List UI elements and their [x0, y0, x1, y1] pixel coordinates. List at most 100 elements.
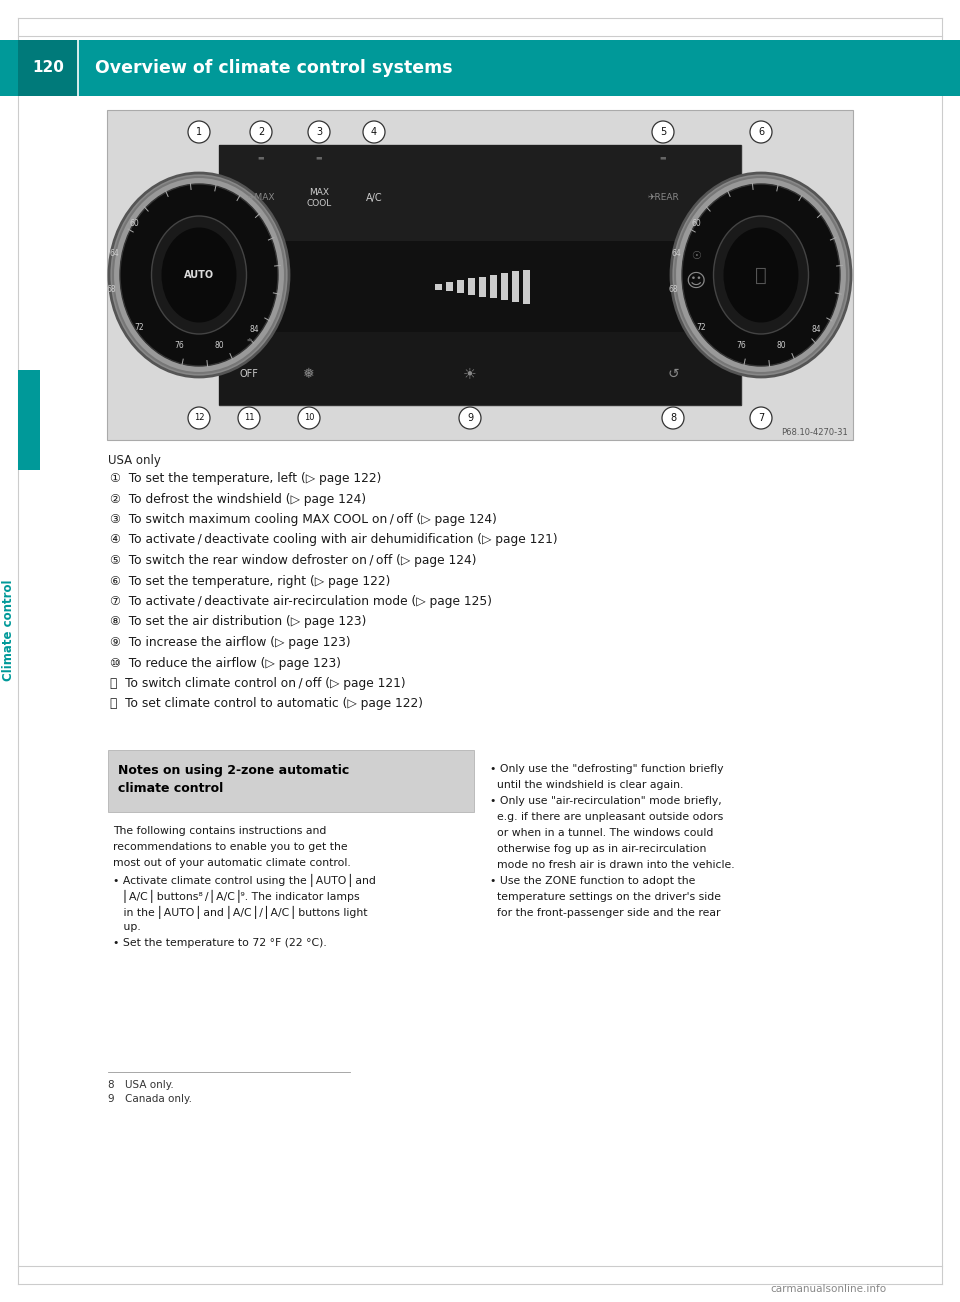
Circle shape — [298, 408, 320, 428]
Bar — [219, 332, 741, 405]
Text: • Use the ZONE function to adopt the: • Use the ZONE function to adopt the — [490, 876, 695, 885]
Bar — [18, 370, 40, 470]
Bar — [0, 40, 960, 96]
Ellipse shape — [152, 216, 247, 335]
Text: e.g. if there are unpleasant outside odors: e.g. if there are unpleasant outside odo… — [490, 812, 723, 822]
Text: 72: 72 — [696, 323, 706, 332]
Bar — [108, 750, 474, 812]
Text: 68: 68 — [668, 285, 678, 294]
Text: 10: 10 — [303, 414, 314, 423]
Text: ⑫  To set climate control to automatic (▷ page 122): ⑫ To set climate control to automatic (▷… — [110, 698, 423, 711]
Text: ↺: ↺ — [667, 367, 679, 380]
Bar — [479, 277, 486, 297]
Text: MAX
COOL: MAX COOL — [306, 189, 331, 207]
Text: ①  To set the temperature, left (▷ page 122): ① To set the temperature, left (▷ page 1… — [110, 473, 381, 486]
Bar — [219, 145, 741, 405]
Bar — [18, 40, 78, 96]
Text: OFF: OFF — [240, 368, 258, 379]
Bar — [490, 275, 497, 298]
Text: 76: 76 — [736, 341, 746, 349]
Text: 6: 6 — [758, 128, 764, 137]
Text: ⑧  To set the air distribution (▷ page 123): ⑧ To set the air distribution (▷ page 12… — [110, 616, 367, 629]
Text: 80: 80 — [777, 341, 786, 349]
Ellipse shape — [682, 184, 840, 366]
Text: ✈MAX: ✈MAX — [248, 194, 275, 202]
Text: ④  To activate / deactivate cooling with air dehumidification (▷ page 121): ④ To activate / deactivate cooling with … — [110, 534, 558, 547]
Ellipse shape — [671, 173, 851, 378]
Bar — [107, 109, 853, 440]
Text: ☉: ☉ — [691, 251, 701, 262]
Ellipse shape — [713, 216, 808, 335]
Text: 80: 80 — [214, 341, 224, 349]
Ellipse shape — [675, 177, 847, 372]
Text: 9: 9 — [467, 413, 473, 423]
Text: 72: 72 — [134, 323, 144, 332]
Text: most out of your automatic climate control.: most out of your automatic climate contr… — [113, 858, 350, 868]
Text: ③  To switch maximum cooling MAX COOL on / off (▷ page 124): ③ To switch maximum cooling MAX COOL on … — [110, 513, 497, 526]
Text: • Activate climate control using the ⎜AUTO⎟ and: • Activate climate control using the ⎜AU… — [113, 874, 376, 887]
Text: otherwise fog up as in air-recirculation: otherwise fog up as in air-recirculation — [490, 844, 707, 854]
Text: Overview of climate control systems: Overview of climate control systems — [95, 59, 452, 77]
Bar — [446, 283, 453, 292]
Circle shape — [750, 121, 772, 143]
Ellipse shape — [120, 184, 278, 366]
Circle shape — [238, 408, 260, 428]
Text: ⑥  To set the temperature, right (▷ page 122): ⑥ To set the temperature, right (▷ page … — [110, 574, 391, 587]
Bar — [501, 273, 508, 301]
Text: 76: 76 — [174, 341, 184, 349]
Ellipse shape — [109, 173, 289, 378]
Circle shape — [250, 121, 272, 143]
Text: ⛽: ⛽ — [756, 266, 767, 285]
Text: ▬: ▬ — [257, 154, 264, 160]
Circle shape — [459, 408, 481, 428]
Text: until the windshield is clear again.: until the windshield is clear again. — [490, 780, 684, 790]
Text: 1: 1 — [196, 128, 202, 137]
Text: 11: 11 — [244, 414, 254, 423]
Text: 8 USA only.: 8 USA only. — [108, 1079, 174, 1090]
Text: 84: 84 — [250, 326, 259, 335]
Text: ✈REAR: ✈REAR — [647, 194, 679, 202]
Text: 120: 120 — [32, 60, 64, 76]
Ellipse shape — [113, 177, 285, 372]
Bar — [457, 280, 464, 293]
Circle shape — [750, 408, 772, 428]
Text: AUTO: AUTO — [184, 270, 214, 280]
Text: • Only use "air-recirculation" mode briefly,: • Only use "air-recirculation" mode brie… — [490, 796, 722, 806]
Text: ❅: ❅ — [303, 367, 315, 380]
Text: • Only use the "defrosting" function briefly: • Only use the "defrosting" function bri… — [490, 764, 724, 773]
Text: Climate control: Climate control — [3, 579, 15, 681]
Text: ▬: ▬ — [660, 154, 666, 160]
Text: recommendations to enable you to get the: recommendations to enable you to get the — [113, 842, 348, 852]
Text: • Set the temperature to 72 °F (22 °C).: • Set the temperature to 72 °F (22 °C). — [113, 937, 326, 948]
Text: 60: 60 — [130, 219, 139, 228]
Ellipse shape — [724, 228, 799, 323]
Text: 84: 84 — [811, 326, 821, 335]
Text: Notes on using 2-zone automatic
climate control: Notes on using 2-zone automatic climate … — [118, 764, 349, 796]
Text: ▬: ▬ — [247, 337, 252, 342]
Text: 64: 64 — [671, 249, 681, 258]
Text: ☀: ☀ — [463, 366, 477, 381]
Text: A/C: A/C — [366, 193, 382, 203]
Text: ②  To defrost the windshield (▷ page 124): ② To defrost the windshield (▷ page 124) — [110, 492, 366, 505]
Text: 68: 68 — [107, 285, 116, 294]
Text: ⑪  To switch climate control on / off (▷ page 121): ⑪ To switch climate control on / off (▷ … — [110, 677, 406, 690]
Text: ▬: ▬ — [316, 154, 323, 160]
Bar — [468, 279, 475, 296]
Circle shape — [662, 408, 684, 428]
Text: mode no fresh air is drawn into the vehicle.: mode no fresh air is drawn into the vehi… — [490, 861, 734, 870]
Bar — [512, 271, 519, 302]
Text: or when in a tunnel. The windows could: or when in a tunnel. The windows could — [490, 828, 713, 838]
Text: 5: 5 — [660, 128, 666, 137]
Text: 8: 8 — [670, 413, 676, 423]
Text: 60: 60 — [691, 219, 701, 228]
Text: 12: 12 — [194, 414, 204, 423]
Circle shape — [363, 121, 385, 143]
Text: 9 Canada only.: 9 Canada only. — [108, 1094, 192, 1104]
Circle shape — [188, 121, 210, 143]
Bar — [219, 145, 741, 241]
Text: 3: 3 — [316, 128, 322, 137]
Text: up.: up. — [113, 922, 141, 932]
Text: in the ⎜AUTO⎟ and ⎜A/C⎟ / ⎜A/C⎟ buttons light: in the ⎜AUTO⎟ and ⎜A/C⎟ / ⎜A/C⎟ buttons … — [113, 906, 368, 919]
Text: 7: 7 — [757, 413, 764, 423]
Text: ☺: ☺ — [685, 272, 707, 292]
